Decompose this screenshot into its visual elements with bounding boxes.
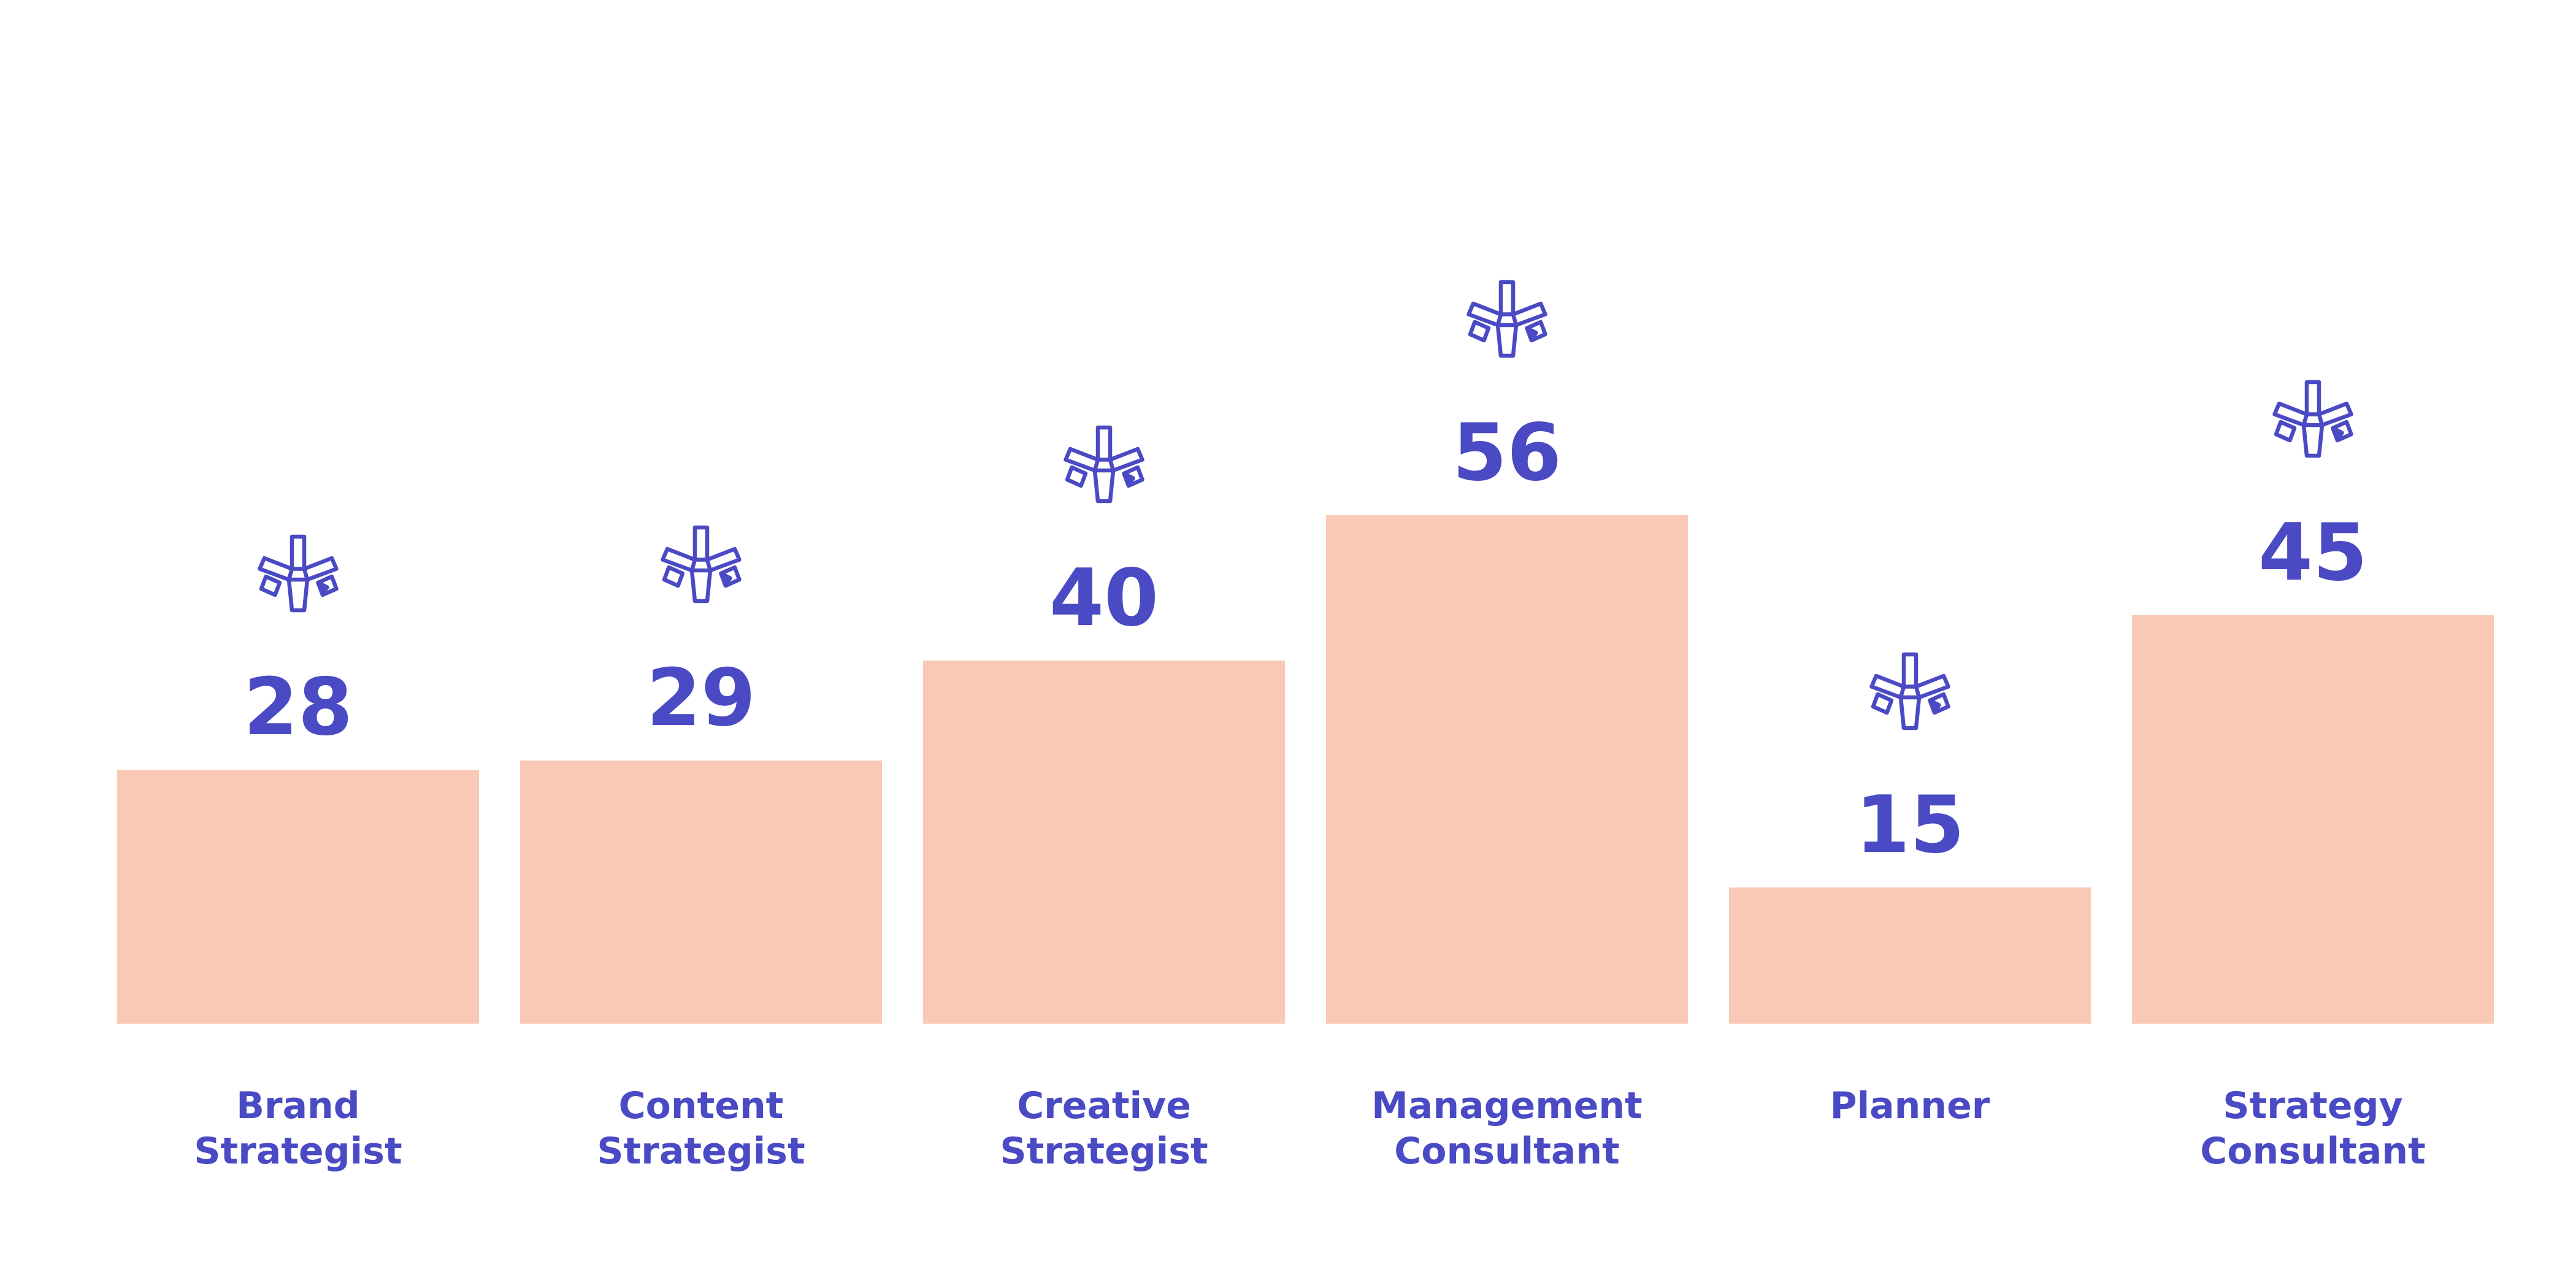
icon	[655, 518, 747, 610]
bar	[117, 769, 479, 1024]
bar	[1326, 515, 1688, 1024]
value-label: 15	[1855, 779, 1965, 871]
bar	[923, 660, 1285, 1024]
icon	[252, 527, 344, 619]
icon	[2267, 373, 2359, 465]
bar	[520, 760, 882, 1024]
icon	[1461, 273, 1553, 365]
category-label: Content Strategist	[597, 1084, 805, 1173]
value-label: 28	[243, 661, 353, 753]
value-label: 56	[1452, 407, 1562, 499]
category-label: Planner	[1830, 1084, 1990, 1127]
category-label: Brand Strategist	[194, 1084, 402, 1173]
bar	[1729, 887, 2091, 1024]
bar	[2132, 615, 2494, 1024]
value-label: 40	[1049, 552, 1159, 644]
category-label: Management Consultant	[1371, 1084, 1643, 1173]
icon	[1058, 418, 1150, 510]
value-label: 29	[646, 652, 756, 744]
icon	[1864, 645, 1956, 737]
value-label: 45	[2258, 507, 2368, 599]
category-label: Creative Strategist	[1000, 1084, 1208, 1173]
category-label: Strategy Consultant	[2200, 1084, 2426, 1173]
